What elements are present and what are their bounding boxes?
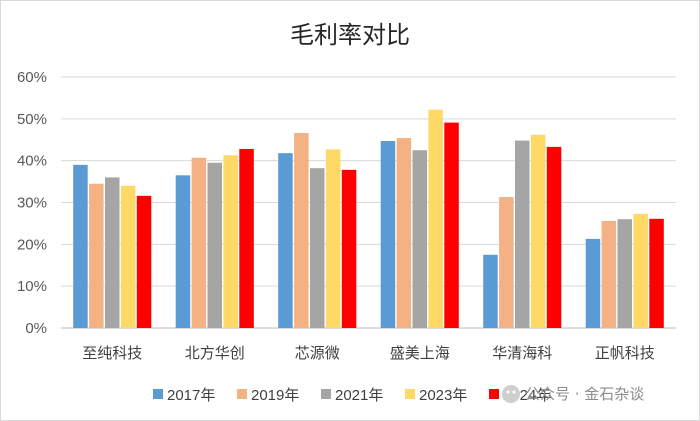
chart-title: 毛利率对比 — [290, 21, 410, 49]
legend-swatch — [153, 389, 163, 399]
bar-2017年-至纯科技 — [73, 164, 88, 328]
bars — [73, 109, 664, 329]
bar-2024年-北方华创 — [239, 148, 254, 328]
watermark-text: 公众号 · 金石杂谈 — [525, 385, 644, 403]
bar-2019年-华清海科 — [499, 197, 514, 328]
y-tick-label: 0% — [25, 320, 47, 337]
wechat-icon — [502, 385, 520, 403]
bar-2021年-盛美上海 — [412, 150, 427, 328]
bar-2021年-正帆科技 — [617, 219, 632, 328]
bar-2021年-北方华创 — [207, 162, 222, 328]
bar-2023年-华清海科 — [530, 134, 546, 328]
bar-2019年-北方华创 — [191, 157, 207, 328]
bar-2024年-至纯科技 — [136, 195, 152, 328]
watermark: 公众号 · 金石杂谈 — [502, 385, 644, 403]
bar-2019年-盛美上海 — [396, 138, 412, 328]
y-tick-label: 30% — [17, 195, 47, 212]
bar-2019年-芯源微 — [294, 133, 309, 328]
wechat-icon-eye-right — [512, 390, 516, 394]
y-tick-label: 60% — [17, 69, 47, 86]
legend-label: 2023年 — [419, 387, 467, 404]
legend-label: 2017年 — [167, 387, 215, 404]
bar-2017年-正帆科技 — [585, 238, 601, 328]
x-category-label: 华清海科 — [492, 344, 552, 362]
y-tick-label: 40% — [17, 153, 47, 170]
bar-2024年-芯源微 — [341, 169, 357, 328]
legend-swatch — [237, 389, 247, 399]
bar-2019年-至纯科技 — [89, 183, 104, 328]
legend: 2017年 2019年 2021年 2023年 2024年 — [153, 387, 551, 404]
bar-2017年-芯源微 — [278, 153, 293, 328]
bar-2017年-盛美上海 — [380, 141, 396, 328]
x-category-label: 至纯科技 — [82, 344, 142, 362]
bar-2021年-华清海科 — [515, 140, 530, 328]
x-category-label: 芯源微 — [295, 344, 340, 362]
y-tick-label: 50% — [17, 111, 47, 128]
bar-2023年-正帆科技 — [633, 213, 648, 328]
bar-2021年-至纯科技 — [105, 177, 120, 328]
legend-swatch — [321, 389, 331, 399]
bar-2024年-华清海科 — [546, 146, 562, 328]
x-axis-categories: 至纯科技 北方华创 芯源微 盛美上海 华清海科 正帆科技 — [82, 344, 655, 362]
gridlines — [61, 76, 676, 329]
bar-2023年-北方华创 — [223, 155, 238, 328]
bar-2024年-盛美上海 — [444, 122, 459, 329]
bar-2024年-正帆科技 — [649, 218, 664, 328]
wechat-icon-eye-left — [506, 390, 510, 394]
x-category-label: 正帆科技 — [595, 344, 655, 362]
bar-2017年-华清海科 — [483, 254, 498, 328]
legend-swatch — [405, 389, 415, 399]
bar-2023年-盛美上海 — [428, 109, 443, 328]
bar-2023年-至纯科技 — [120, 185, 136, 328]
bar-2023年-芯源微 — [325, 149, 341, 328]
x-category-label: 北方华创 — [185, 344, 245, 362]
legend-swatch — [489, 389, 499, 399]
bar-2021年-芯源微 — [310, 168, 325, 328]
y-axis-ticks: 0% 10% 20% 30% 40% 50% 60% — [17, 69, 47, 337]
bar-2017年-北方华创 — [175, 175, 191, 328]
legend-label: 2021年 — [335, 387, 383, 404]
legend-label: 2019年 — [251, 387, 299, 404]
bar-2019年-正帆科技 — [601, 220, 617, 328]
x-category-label: 盛美上海 — [390, 344, 450, 362]
y-tick-label: 10% — [17, 278, 47, 295]
y-tick-label: 20% — [17, 236, 47, 253]
